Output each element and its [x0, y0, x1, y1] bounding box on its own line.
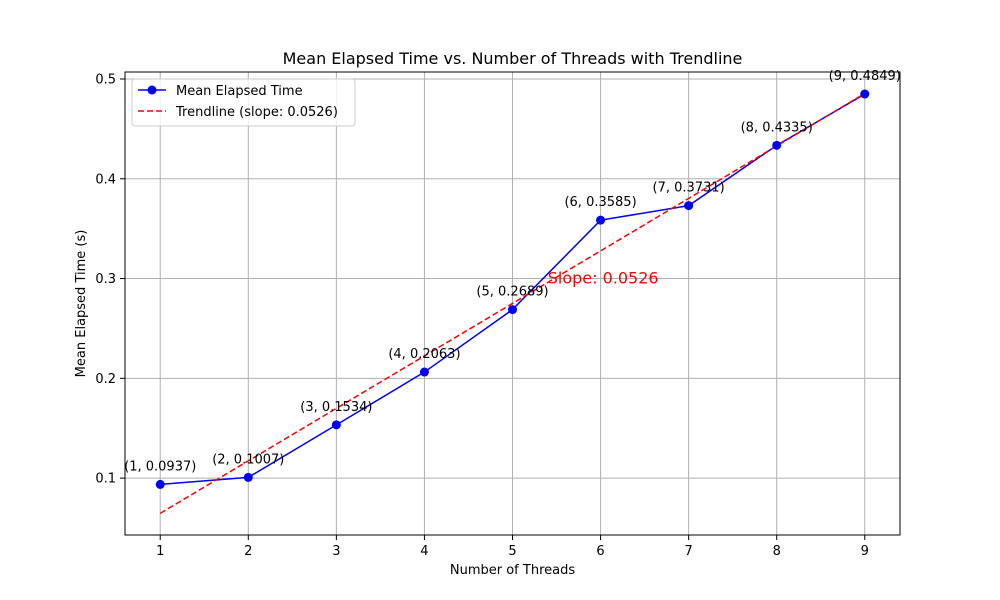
legend-marker-mean: [147, 85, 157, 95]
y-tick-label: 0.1: [95, 472, 116, 487]
data-label: (2, 0.1007): [212, 452, 284, 467]
data-point: [419, 367, 429, 377]
x-tick-label: 7: [684, 544, 692, 559]
data-label: (8, 0.4335): [741, 120, 813, 135]
x-tick-label: 5: [508, 544, 516, 559]
x-tick-label: 4: [420, 544, 428, 559]
series-layer: [155, 89, 870, 514]
legend-label-trend: Trendline (slope: 0.0526): [175, 105, 338, 120]
x-tick-label: 1: [156, 544, 164, 559]
point-labels: (1, 0.0937) (2, 0.1007) (3, 0.1534) (4, 0.2…: [124, 69, 901, 474]
y-tick-label: 0.5: [95, 72, 116, 87]
data-label: (9, 0.4849): [829, 69, 901, 84]
x-tick-label: 3: [332, 544, 340, 559]
data-point: [508, 305, 517, 315]
data-label: (4, 0.2063): [388, 347, 460, 362]
y-tick-label: 0.4: [95, 172, 116, 187]
x-tick-label: 8: [773, 544, 781, 559]
legend-label-mean: Mean Elapsed Time: [176, 84, 303, 99]
series-line-trendline: [159, 92, 866, 514]
x-tick-label: 6: [596, 544, 604, 559]
data-point: [860, 89, 870, 99]
data-point: [331, 420, 341, 430]
data-point: [243, 472, 253, 482]
legend-box: [131, 78, 356, 127]
x-axis-title: Number of Threads: [450, 563, 575, 578]
x-tick-label: 9: [861, 544, 869, 559]
slope-annotation: Slope: 0.0526: [548, 269, 659, 288]
data-label: (5, 0.2689): [476, 285, 548, 300]
chart-title: Mean Elapsed Time vs. Number of Threads …: [283, 49, 743, 68]
data-label: (7, 0.3731): [653, 181, 725, 196]
data-point: [772, 140, 782, 150]
data-point: [596, 215, 606, 225]
y-axis-title: Mean Elapsed Time (s): [74, 230, 89, 378]
annotations: Slope: 0.0526: [548, 269, 659, 288]
data-label: (3, 0.1534): [300, 400, 372, 415]
data-point: [684, 201, 694, 211]
axis-ticks: 1 2 3 4 5 6 7 8 9 0.1 0.2 0.3 0.4 0.5: [95, 72, 869, 559]
data-label: (1, 0.0937): [124, 459, 196, 474]
y-tick-label: 0.3: [95, 272, 116, 287]
data-point: [155, 479, 165, 489]
x-tick-label: 2: [244, 544, 252, 559]
data-label: (6, 0.3585): [564, 195, 636, 210]
y-tick-label: 0.2: [95, 372, 116, 387]
legend: Mean Elapsed Time Trendline (slope: 0.05…: [131, 78, 356, 127]
